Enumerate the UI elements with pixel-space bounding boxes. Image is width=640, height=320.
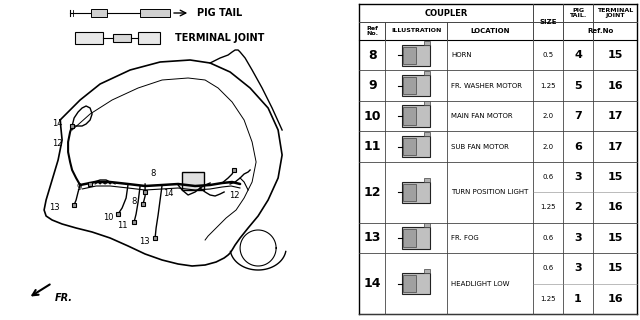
Text: SUB FAN MOTOR: SUB FAN MOTOR bbox=[451, 144, 509, 149]
Bar bbox=[403, 77, 416, 94]
Text: 2.0: 2.0 bbox=[543, 113, 554, 119]
Text: 6: 6 bbox=[574, 141, 582, 152]
Text: SIZE: SIZE bbox=[540, 19, 557, 25]
Bar bbox=[113, 34, 131, 42]
Text: 2.0: 2.0 bbox=[543, 144, 554, 149]
Text: COUPLER: COUPLER bbox=[424, 9, 468, 18]
Text: TURN POSITION LIGHT: TURN POSITION LIGHT bbox=[451, 189, 529, 195]
Text: 12: 12 bbox=[364, 186, 381, 199]
Bar bbox=[141, 202, 145, 206]
Bar bbox=[88, 182, 92, 186]
Bar bbox=[402, 181, 430, 203]
Text: 1.25: 1.25 bbox=[540, 204, 556, 211]
Bar bbox=[424, 178, 430, 181]
Bar bbox=[402, 136, 430, 157]
Text: ILLUSTRATION: ILLUSTRATION bbox=[391, 28, 442, 34]
Bar bbox=[402, 44, 430, 66]
Text: FR.: FR. bbox=[55, 293, 73, 303]
Text: 12: 12 bbox=[52, 140, 62, 148]
Bar bbox=[402, 106, 430, 127]
Text: TERMINAL JOINT: TERMINAL JOINT bbox=[175, 33, 264, 43]
Bar bbox=[143, 190, 147, 194]
Bar bbox=[403, 184, 416, 201]
Bar bbox=[140, 9, 170, 17]
Text: 11: 11 bbox=[116, 221, 127, 230]
Text: 4: 4 bbox=[574, 50, 582, 60]
Text: 13: 13 bbox=[49, 204, 60, 212]
Text: Ref
No.: Ref No. bbox=[366, 26, 378, 36]
Text: 3: 3 bbox=[574, 233, 582, 243]
Text: LOCATION: LOCATION bbox=[470, 28, 510, 34]
Text: 0.5: 0.5 bbox=[543, 52, 554, 58]
Bar bbox=[403, 108, 416, 125]
Bar bbox=[402, 75, 430, 96]
Bar bbox=[75, 32, 103, 44]
Text: 12: 12 bbox=[229, 191, 239, 201]
Text: 17: 17 bbox=[607, 111, 623, 121]
Text: 16: 16 bbox=[607, 203, 623, 212]
Text: 0.6: 0.6 bbox=[543, 235, 554, 241]
Bar bbox=[70, 124, 74, 128]
Text: 7: 7 bbox=[574, 111, 582, 121]
Bar bbox=[153, 236, 157, 240]
Text: 15: 15 bbox=[607, 50, 623, 60]
Text: 2: 2 bbox=[574, 203, 582, 212]
Text: 15: 15 bbox=[607, 172, 623, 182]
Bar bbox=[424, 41, 430, 44]
Bar bbox=[116, 212, 120, 216]
Text: 0.6: 0.6 bbox=[543, 174, 554, 180]
Text: 11: 11 bbox=[364, 140, 381, 153]
Text: 14: 14 bbox=[163, 189, 173, 198]
Bar bbox=[232, 168, 236, 172]
Text: HORN: HORN bbox=[451, 52, 472, 58]
Text: 5: 5 bbox=[574, 81, 582, 91]
Text: 9: 9 bbox=[368, 79, 376, 92]
Bar bbox=[402, 273, 430, 294]
Text: 13: 13 bbox=[364, 231, 381, 244]
Bar bbox=[91, 9, 107, 17]
Text: Ref.No: Ref.No bbox=[587, 28, 613, 34]
Bar bbox=[403, 47, 416, 64]
Text: 16: 16 bbox=[607, 81, 623, 91]
Text: MAIN FAN MOTOR: MAIN FAN MOTOR bbox=[451, 113, 513, 119]
Text: 14: 14 bbox=[364, 277, 381, 290]
Bar bbox=[403, 138, 416, 155]
Bar bbox=[182, 172, 204, 190]
Text: 10: 10 bbox=[102, 213, 113, 222]
Text: 10: 10 bbox=[364, 110, 381, 123]
Bar bbox=[402, 227, 430, 249]
Text: PIG TAIL: PIG TAIL bbox=[197, 8, 243, 18]
Text: 8: 8 bbox=[150, 169, 156, 178]
Text: 8: 8 bbox=[132, 197, 137, 206]
Bar bbox=[132, 220, 136, 224]
Text: 3: 3 bbox=[574, 172, 582, 182]
Bar bbox=[424, 71, 430, 75]
Bar bbox=[403, 275, 416, 292]
Bar bbox=[72, 203, 76, 207]
Text: PIG
TAIL.: PIG TAIL. bbox=[570, 8, 587, 18]
Text: 0.6: 0.6 bbox=[543, 265, 554, 271]
Text: 16: 16 bbox=[607, 294, 623, 304]
Text: 17: 17 bbox=[607, 141, 623, 152]
Text: 15: 15 bbox=[607, 233, 623, 243]
Text: 15: 15 bbox=[607, 263, 623, 273]
Bar bbox=[424, 101, 430, 106]
Bar bbox=[424, 223, 430, 227]
Text: FR. FOG: FR. FOG bbox=[451, 235, 479, 241]
Text: 14: 14 bbox=[52, 119, 62, 129]
Text: FR. WASHER MOTOR: FR. WASHER MOTOR bbox=[451, 83, 522, 89]
Text: 3: 3 bbox=[574, 263, 582, 273]
Text: 9: 9 bbox=[77, 183, 82, 193]
Bar bbox=[138, 32, 160, 44]
Text: HEADLIGHT LOW: HEADLIGHT LOW bbox=[451, 281, 509, 286]
Bar bbox=[403, 229, 416, 246]
Text: 1.25: 1.25 bbox=[540, 296, 556, 302]
Text: 1.25: 1.25 bbox=[540, 83, 556, 89]
Text: TERMINAL
JOINT: TERMINAL JOINT bbox=[597, 8, 633, 18]
Text: 13: 13 bbox=[140, 237, 150, 246]
Bar bbox=[424, 269, 430, 273]
Bar bbox=[424, 132, 430, 136]
Text: 8: 8 bbox=[368, 49, 376, 62]
Text: 1: 1 bbox=[574, 294, 582, 304]
